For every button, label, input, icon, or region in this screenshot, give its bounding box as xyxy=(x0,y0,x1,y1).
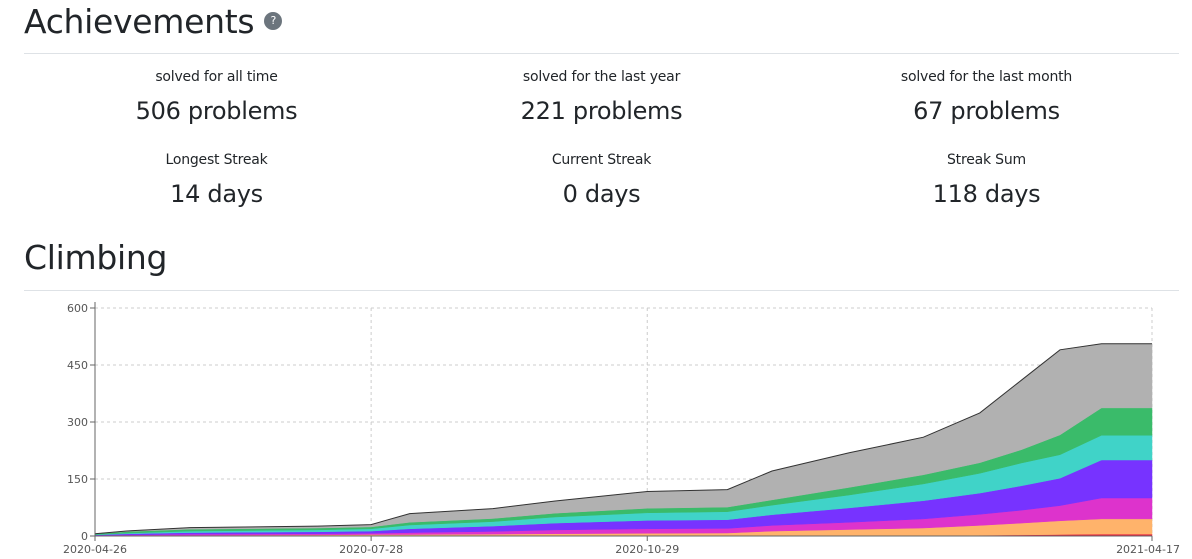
achievements-title-text: Achievements xyxy=(24,2,255,41)
total-line xyxy=(94,343,1152,535)
y-tick-label: 600 xyxy=(67,302,88,315)
y-tick-label: 300 xyxy=(67,416,88,429)
stat-value: 506 problems xyxy=(135,97,298,125)
y-tick-label: 0 xyxy=(81,530,88,543)
x-tick-label: 2021-04-17 xyxy=(1116,543,1180,556)
climbing-title: Climbing xyxy=(24,238,168,277)
x-tick-label: 2020-04-26 xyxy=(63,543,127,556)
stat-label: Current Streak xyxy=(551,152,652,168)
y-tick-label: 450 xyxy=(67,359,88,372)
stat-label: Streak Sum xyxy=(947,152,1026,168)
stat-label: solved for the last month xyxy=(900,69,1073,85)
stat-label: solved for all time xyxy=(155,69,278,85)
help-icon[interactable]: ? xyxy=(264,11,283,30)
stat-longest-streak: Longest Streak 14 days xyxy=(24,145,409,228)
stat-value: 14 days xyxy=(170,180,263,208)
x-tick-label: 2020-07-28 xyxy=(339,543,403,556)
stat-current-streak: Current Streak 0 days xyxy=(409,145,794,228)
stat-value: 0 days xyxy=(562,180,641,208)
section-divider xyxy=(24,290,1179,291)
stat-streak-sum: Streak Sum 118 days xyxy=(794,145,1179,228)
x-tick-label: 2020-10-29 xyxy=(615,543,679,556)
stat-value: 118 days xyxy=(932,180,1041,208)
stat-value: 67 problems xyxy=(913,97,1060,125)
achievements-title: Achievements? xyxy=(24,2,283,41)
stat-solved-last-month: solved for the last month 67 problems xyxy=(794,62,1179,145)
climbing-chart[interactable]: 0 150 300 450 600 2020-04-26 2020-07-28 2020-10… xyxy=(0,292,1192,559)
stat-solved-all-time: solved for all time 506 problems xyxy=(24,62,409,145)
stat-solved-last-year: solved for the last year 221 problems xyxy=(409,62,794,145)
stat-label: solved for the last year xyxy=(522,69,681,85)
stat-label: Longest Streak xyxy=(165,152,268,168)
achievements-stats: solved for all time 506 problems solved … xyxy=(24,62,1179,228)
chart-axes: 0 150 300 450 600 2020-04-26 2020-07-28 2020-10… xyxy=(63,302,1180,556)
y-tick-label: 150 xyxy=(67,473,88,486)
stat-value: 221 problems xyxy=(520,97,683,125)
section-divider xyxy=(24,53,1179,54)
chart-areas xyxy=(94,343,1153,537)
